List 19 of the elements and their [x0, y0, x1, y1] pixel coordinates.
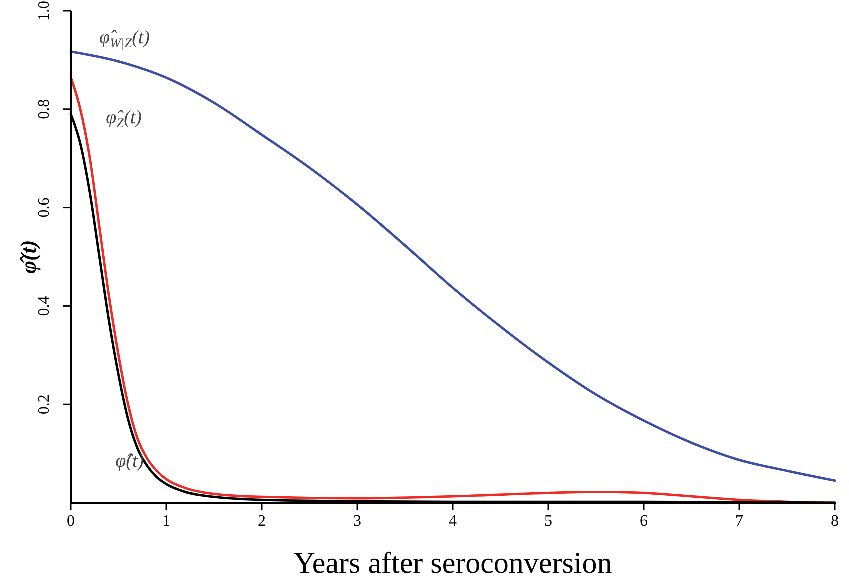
y-tick-label: 0.8: [36, 99, 53, 120]
x-tick-label: 6: [640, 513, 648, 530]
x-axis-title: Years after seroconversion: [294, 547, 612, 580]
y-tick-label: 0.2: [36, 394, 53, 415]
x-tick-label: 7: [736, 513, 744, 530]
x-tick-label: 0: [67, 513, 75, 530]
y-tick-label: 0.6: [36, 198, 53, 218]
x-tick-label: 8: [831, 513, 839, 530]
series-label: φ̂(t): [116, 450, 144, 472]
y-tick-label: 0.4: [36, 296, 53, 316]
series-label: φ̂$_{W|Z}$(t): [99, 28, 150, 51]
x-tick-label: 3: [354, 513, 362, 530]
x-tick-label: 2: [258, 513, 266, 530]
x-tick-label: 5: [544, 513, 552, 530]
x-tick-label: 4: [449, 513, 457, 530]
y-axis-title: φ̂(t): [16, 240, 41, 274]
x-tick-label: 1: [162, 513, 170, 530]
series-label: φ̂$_{Z}$(t): [106, 108, 142, 131]
y-tick-label: 1.0: [36, 1, 53, 21]
